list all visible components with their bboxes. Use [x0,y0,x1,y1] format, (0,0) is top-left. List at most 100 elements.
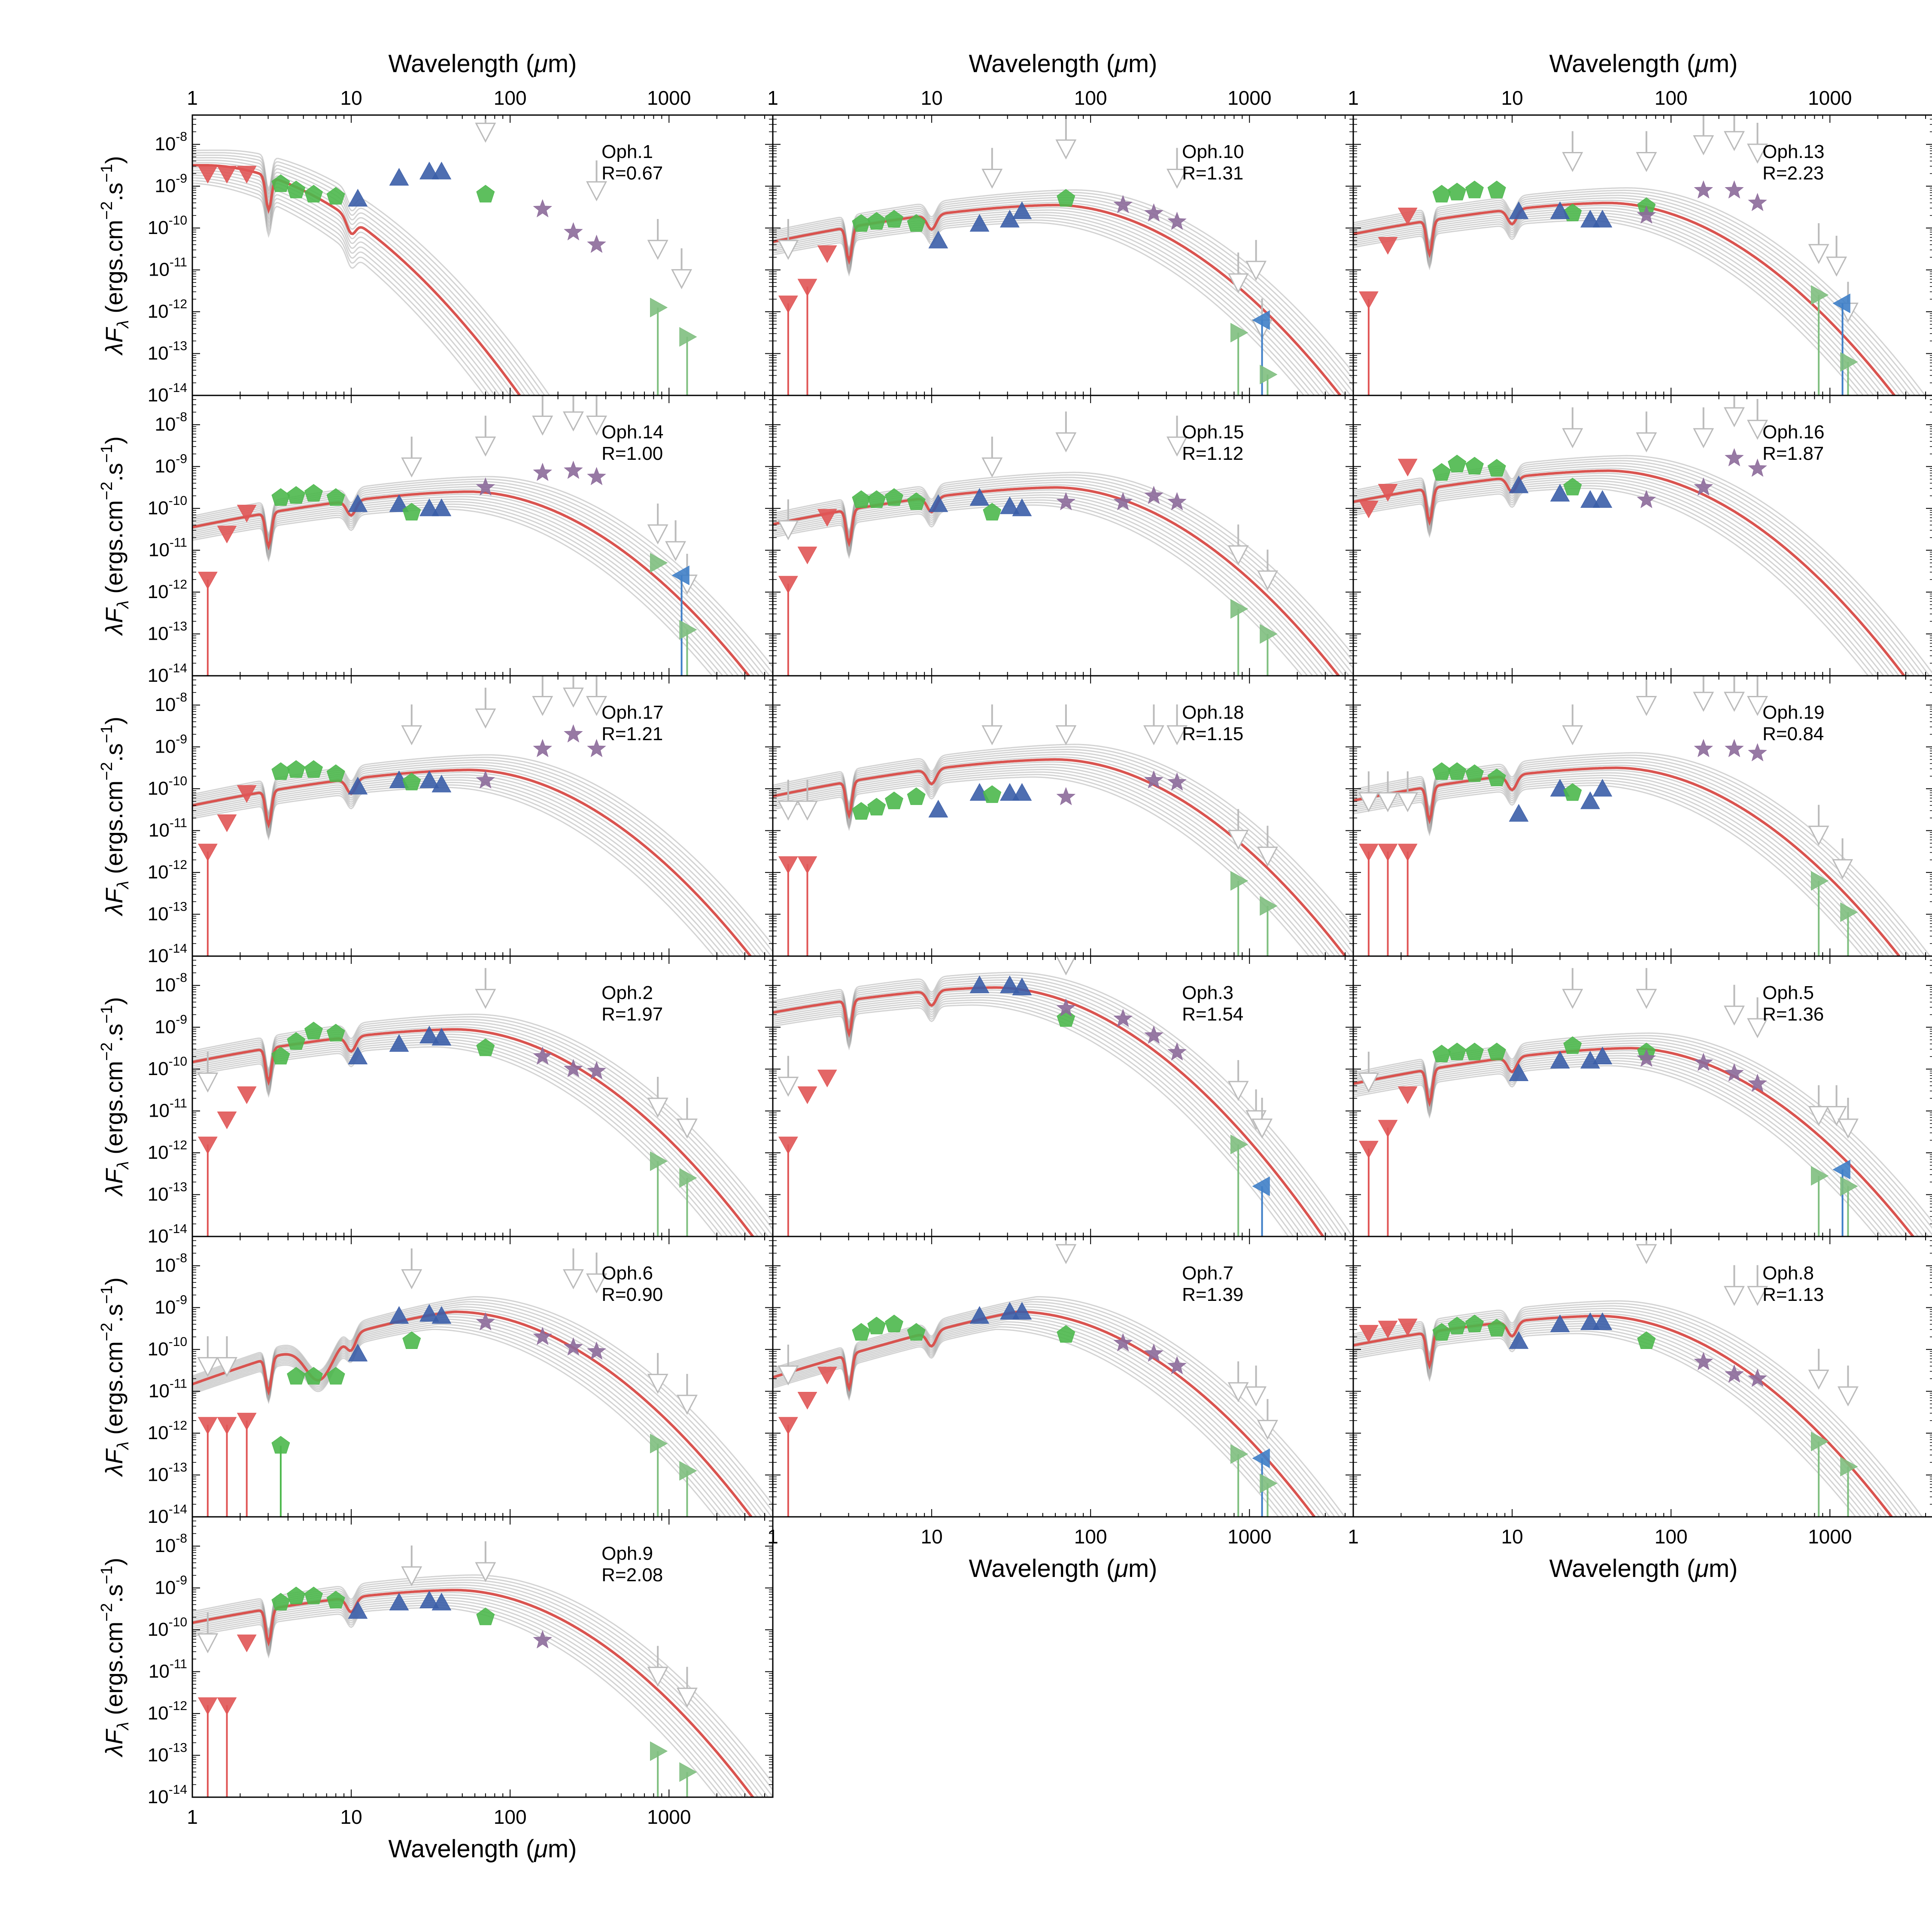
model-grid-curve [1353,1320,1883,1517]
model-grid-curve [192,756,773,952]
upper-limit-arrow [1837,1097,1859,1139]
panel-oph-14: 10-14 10-13 10-12 10-11 10-10 10-9 10-8 Oph.14R… [148,395,774,686]
data-point-tri_up [1592,210,1613,228]
x-tick-label: 100 [494,87,527,109]
data-point-tri_left [1252,310,1270,330]
panel-oph-5: Oph.5R=1.36 [1352,955,1932,1237]
model-grid-curve [192,177,496,395]
data-point-tri_down [1359,1141,1379,1159]
x-tick-label: 1000 [1808,87,1852,109]
y-tick-label: 10-8 [155,130,187,155]
y-tick-label: 10-10 [148,213,187,238]
data-point-pent [287,760,306,778]
data-point-pent [1432,1045,1451,1063]
upper-limit-arrow [1166,416,1188,457]
data-point-tri_down [797,279,817,297]
data-point-tri_down [217,1697,237,1715]
model-grid-curve [1353,457,1930,676]
data-point-tri_up [928,799,948,818]
y-tick-label: 10-8 [155,1251,187,1276]
model-grid-curve [1353,215,1870,395]
data-point-tri_up [1000,496,1020,514]
upper-limit-arrow [1055,704,1077,745]
upper-limit-arrow [1723,1265,1745,1306]
y-axis-title: λFλ (ergs.cm−2.s−1) [98,997,132,1197]
data-point-tri_down [817,1069,837,1088]
model-grid-curve [773,1303,1331,1517]
data-point-tri_up [348,494,368,512]
model-grid-curve [192,1313,747,1517]
data-point-pent [476,185,495,203]
upper-limit-arrow [676,1374,698,1415]
y-tick-label: 10-9 [155,1013,187,1038]
upper-limit-arrow [1562,968,1583,1009]
upper-limit-arrow [647,219,668,260]
data-point-tri_right [1811,1431,1829,1452]
best-fit-model-curve [192,1589,755,1797]
data-point-pent [885,791,903,809]
data-point-tri_up [1000,1302,1020,1320]
data-point-pent [304,760,323,778]
panel-r-value: R=0.90 [601,1284,663,1305]
model-grid-curve [773,749,1353,940]
data-point-tri_down [237,1413,257,1431]
data-point-star [533,199,552,218]
panel-r-value: R=1.54 [1182,1004,1243,1025]
upper-limit-arrow [647,1646,668,1687]
upper-limit-arrow [1397,771,1419,812]
model-grid-curve [192,1041,729,1236]
panel-r-value: R=1.36 [1762,1004,1824,1025]
data-point-pent [476,1038,495,1056]
y-tick-label: 10-12 [148,1699,187,1724]
data-point-star [1637,490,1656,508]
model-grid-curve [1353,1323,1877,1517]
data-point-tri_down [198,166,218,184]
panel-r-value: R=1.39 [1182,1284,1243,1305]
data-point-star [1144,1025,1163,1044]
model-grid-curve [1353,487,1869,676]
data-point-tri_down [217,1417,237,1435]
data-point-pent [1432,185,1451,203]
model-grid-curve [773,753,1353,953]
upper-limit-arrow [1245,240,1267,281]
panel-r-value: R=0.67 [601,163,663,184]
upper-limit-arrow [1636,131,1657,172]
x-tick-label: 1 [1348,87,1359,109]
model-grid-curve [773,489,1334,676]
y-tick-label: 10-9 [155,1293,187,1318]
upper-limit-arrow [1826,236,1847,277]
data-point-tri_down [817,245,837,263]
data-point-tri_up [1509,475,1529,493]
data-point-tri_up [1592,779,1613,797]
y-tick-label: 10-14 [148,1222,187,1247]
data-point-pent [287,486,306,504]
model-grid-curve [192,1014,773,1222]
model-grid-curve [192,1031,749,1236]
model-grid-curve [1353,775,1885,956]
model-grid-curve [192,478,773,674]
data-point-pent [304,185,323,203]
x-tick-label: 1000 [647,87,691,109]
data-point-pent [1448,762,1467,780]
y-tick-label: 10-11 [149,255,187,280]
data-point-pent [885,1315,903,1332]
panel-name: Oph.18 [1182,702,1244,723]
data-point-pent [326,187,345,205]
upper-limit-arrow [475,115,496,143]
panel-oph-8: Oph.8R=1.13 [1352,1236,1932,1518]
model-grid-curve [773,494,1324,676]
data-point-pent [983,785,1002,803]
y-tick-label: 10-10 [148,774,187,799]
model-grid-curve [192,772,746,956]
upper-limit-arrow [1056,956,1076,975]
y-tick-label: 10-14 [148,661,187,686]
data-point-star [1725,1364,1744,1383]
data-point-pent [304,1586,323,1604]
model-grid-curve [192,1303,768,1517]
data-point-tri_right [1811,285,1829,305]
data-point-tri_up [419,161,439,179]
model-grid-curve [192,1592,749,1797]
data-point-star [587,739,606,757]
data-point-tri_right [650,1741,668,1761]
data-point-pent [907,214,926,232]
